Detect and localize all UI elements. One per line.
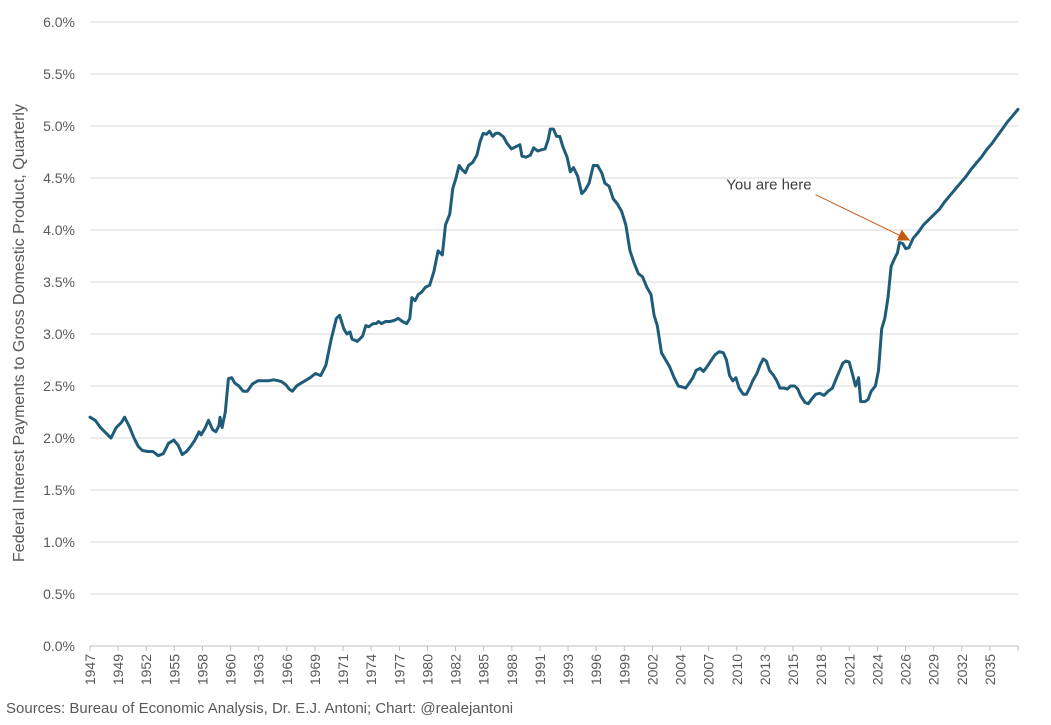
gridlines <box>90 21 1018 595</box>
x-tick-label: 1971 <box>335 654 351 685</box>
x-tick-label: 1980 <box>419 654 435 685</box>
x-tick-label: 1958 <box>194 654 210 685</box>
x-axis-ticks: 1947 1949 1952 1955 1958 1960 1963 1966 1969 1971… <box>82 646 1019 685</box>
annotation-arrow-head <box>896 229 910 241</box>
x-tick-label: 1955 <box>166 654 182 685</box>
y-axis-title: Federal Interest Payments to Gross Domes… <box>5 20 35 646</box>
y-tick-label: 6.0% <box>43 14 75 30</box>
annotation: You are here <box>726 177 911 241</box>
x-tick-label: 2026 <box>898 654 914 685</box>
x-tick-label: 1999 <box>616 654 632 685</box>
x-tick-label: 1949 <box>110 654 126 685</box>
annotation-label: You are here <box>726 177 811 194</box>
x-tick-label: 1988 <box>504 654 520 685</box>
series-line <box>88 107 1020 458</box>
y-tick-label: 4.5% <box>43 170 75 186</box>
x-tick-label: 2021 <box>841 654 857 685</box>
y-tick-label: 2.0% <box>43 430 75 446</box>
y-axis-ticks: 0.0% 0.5% 1.0% 1.5% 2.0% 2.5% 3.0% 3.5% 4.0% 4.5%… <box>43 14 75 654</box>
x-tick-label: 2002 <box>644 654 660 685</box>
x-tick-label: 2004 <box>673 654 689 685</box>
x-tick-label: 1947 <box>82 654 98 685</box>
x-tick-label: 1982 <box>448 654 464 685</box>
x-tick-label: 1969 <box>307 654 323 685</box>
y-tick-label: 0.5% <box>43 586 75 602</box>
source-note: Sources: Bureau of Economic Analysis, Dr… <box>6 700 514 717</box>
y-tick-label: 3.0% <box>43 326 75 342</box>
x-tick-label: 1952 <box>138 654 154 685</box>
x-tick-label: 1960 <box>223 654 239 685</box>
x-tick-label: 2015 <box>785 654 801 685</box>
x-tick-label: 1991 <box>532 654 548 685</box>
x-tick-label: 2024 <box>869 654 885 685</box>
x-tick-label: 2018 <box>813 654 829 685</box>
y-tick-label: 5.5% <box>43 66 75 82</box>
y-tick-label: 4.0% <box>43 222 75 238</box>
y-tick-label: 1.0% <box>43 534 75 550</box>
x-tick-label: 2010 <box>729 654 745 685</box>
x-tick-label: 2007 <box>701 654 717 685</box>
x-tick-label: 2032 <box>954 654 970 685</box>
y-tick-label: 0.0% <box>43 638 75 654</box>
y-tick-label: 1.5% <box>43 482 75 498</box>
x-tick-label: 1985 <box>476 654 492 685</box>
x-tick-label: 1963 <box>251 654 267 685</box>
x-tick-label: 1966 <box>279 654 295 685</box>
x-tick-label: 1974 <box>363 654 379 685</box>
annotation-arrow-line <box>815 194 911 241</box>
x-tick-label: 2035 <box>982 654 998 685</box>
y-tick-label: 2.5% <box>43 378 75 394</box>
x-tick-label: 1977 <box>391 654 407 685</box>
x-tick-label: 1993 <box>560 654 576 685</box>
x-tick-label: 2029 <box>926 654 942 685</box>
y-tick-label: 3.5% <box>43 274 75 290</box>
x-tick-label: 1996 <box>588 654 604 685</box>
y-axis-title-text: Federal Interest Payments to Gross Domes… <box>11 104 29 562</box>
x-tick-label: 2013 <box>757 654 773 685</box>
y-tick-label: 5.0% <box>43 118 75 134</box>
